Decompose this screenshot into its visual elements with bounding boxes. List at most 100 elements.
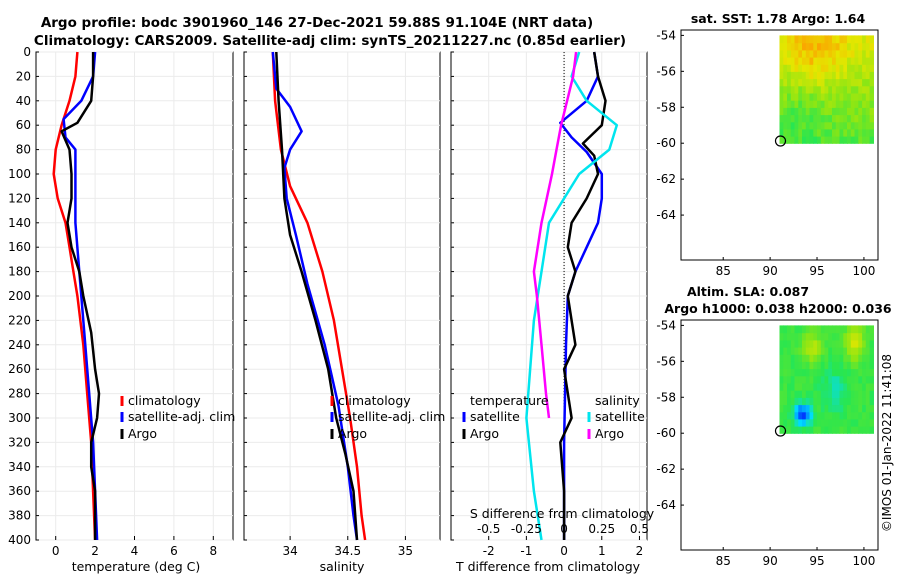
sst-cell xyxy=(798,71,803,80)
sla-cell xyxy=(854,368,859,377)
sla-cell xyxy=(847,426,852,434)
sst-cell xyxy=(862,64,867,72)
sla-cell xyxy=(850,368,856,377)
sla-cell xyxy=(835,347,841,355)
x-tick-label: -1 xyxy=(520,544,532,558)
sla-cell xyxy=(805,354,811,362)
series-temperature-argo xyxy=(60,52,101,540)
sla-cell xyxy=(820,375,826,384)
sla-cell xyxy=(798,325,803,334)
sla-cell xyxy=(832,375,837,384)
depth-tick-label: 100 xyxy=(8,167,31,181)
depth-tick-label: 380 xyxy=(8,509,31,523)
sst-cell xyxy=(824,107,829,116)
sla-cell xyxy=(858,411,863,420)
sst-cell xyxy=(835,128,841,137)
sst-cell xyxy=(858,107,863,116)
sst-cell xyxy=(805,121,811,130)
sst-cell xyxy=(824,114,829,123)
sst-cell xyxy=(787,85,792,94)
sst-cell xyxy=(805,128,811,137)
sla-cell xyxy=(865,347,871,355)
sst-cell xyxy=(850,128,856,137)
sst-cell xyxy=(783,100,788,108)
sst-cell xyxy=(779,57,784,65)
sla-cell xyxy=(839,361,844,370)
sla-cell xyxy=(817,332,822,341)
sst-cell xyxy=(862,107,867,116)
sla-cell xyxy=(865,411,871,420)
sst-cell xyxy=(865,128,871,137)
sst-cell xyxy=(854,49,859,58)
sst-cell xyxy=(858,85,863,94)
sla-cell xyxy=(850,347,856,355)
sst-cell xyxy=(839,128,844,137)
series-difference-salinity-satellite xyxy=(525,51,619,541)
sla-cell xyxy=(790,325,796,334)
sst-cell xyxy=(779,121,784,130)
sst-cell xyxy=(783,107,788,116)
sla-cell xyxy=(854,361,859,370)
sla-cell xyxy=(865,418,871,427)
sla-cell xyxy=(839,368,844,377)
sla-cell xyxy=(869,325,874,334)
sst-cell xyxy=(820,128,826,137)
sst-cell xyxy=(832,136,837,144)
sla-cell xyxy=(813,411,818,420)
sst-cell xyxy=(850,64,856,72)
map-lon-label: 85 xyxy=(716,554,731,568)
sst-cell xyxy=(865,78,871,87)
sla-cell xyxy=(820,361,826,370)
sst-cell xyxy=(862,136,867,144)
sst-cell xyxy=(858,114,863,123)
sla-cell xyxy=(802,426,807,434)
sst-cell xyxy=(809,85,814,94)
sst-cell xyxy=(858,136,863,144)
sst-cell xyxy=(843,57,848,65)
depth-tick-label: 40 xyxy=(16,94,31,108)
depth-tick-label: 0 xyxy=(23,45,31,59)
sla-cell xyxy=(779,426,784,434)
sla-cell xyxy=(869,375,874,384)
sst-cell xyxy=(798,128,803,137)
sst-cell xyxy=(828,71,833,80)
map-lat-label: -54 xyxy=(656,318,676,332)
sst-cell xyxy=(843,128,848,137)
sst-cell xyxy=(794,100,799,108)
sla-cell xyxy=(850,361,856,370)
sst-cell xyxy=(817,100,822,108)
sla-heatmap xyxy=(779,325,874,434)
sst-cell xyxy=(787,128,792,137)
sst-cell xyxy=(779,78,784,87)
sst-cell xyxy=(832,92,837,101)
sst-cell xyxy=(865,107,871,116)
map-lat-label: -62 xyxy=(656,172,676,186)
sla-cell xyxy=(843,404,848,413)
sla-cell xyxy=(835,404,841,413)
sla-cell xyxy=(802,382,807,391)
sst-cell xyxy=(850,114,856,123)
sla-cell xyxy=(813,347,818,355)
sla-cell xyxy=(832,404,837,413)
sla-cell xyxy=(805,390,811,398)
sla-cell xyxy=(798,347,803,355)
x2-tick-label: 0.25 xyxy=(588,522,615,536)
sst-cell xyxy=(858,64,863,72)
sla-cell xyxy=(779,390,784,398)
sst-cell xyxy=(828,42,833,51)
sst-cell xyxy=(847,57,852,65)
map-lon-label: 95 xyxy=(809,264,824,278)
sst-cell xyxy=(794,64,799,72)
sla-cell xyxy=(850,325,856,334)
sla-cell xyxy=(835,375,841,384)
sla-cell xyxy=(779,332,784,341)
sla-cell xyxy=(850,390,856,398)
sla-cell xyxy=(809,325,814,334)
sla-cell xyxy=(869,418,874,427)
sst-cell xyxy=(865,57,871,65)
sst-cell xyxy=(798,57,803,65)
sla-cell xyxy=(779,411,784,420)
sst-cell xyxy=(858,100,863,108)
series-difference-temperature-satellite xyxy=(559,51,604,540)
sst-cell xyxy=(813,71,818,80)
